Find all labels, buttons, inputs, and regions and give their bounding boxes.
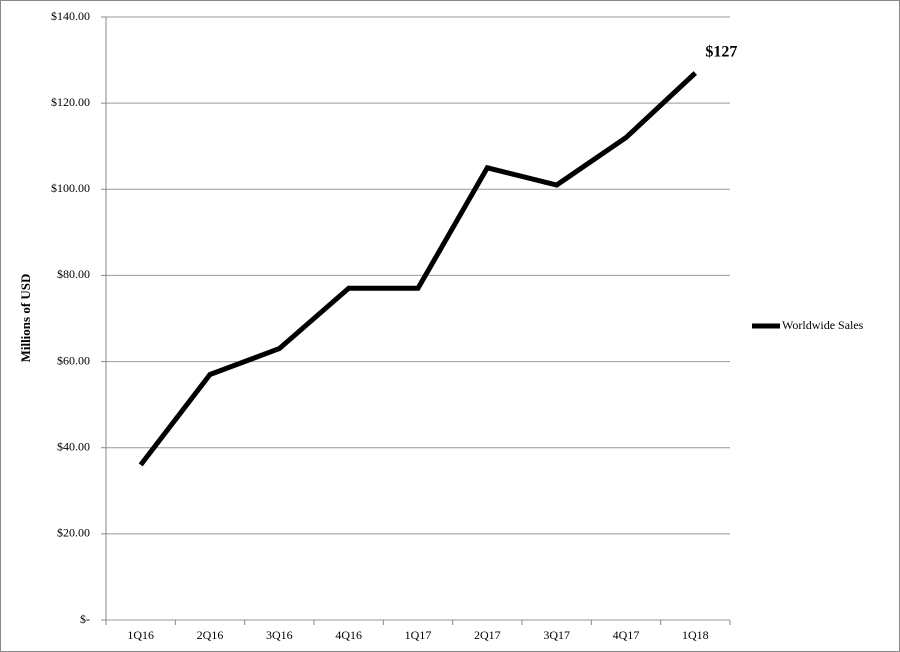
x-tick-label: 3Q16 xyxy=(266,628,293,642)
x-tick-label: 1Q18 xyxy=(682,628,709,642)
x-tick-label: 1Q16 xyxy=(127,628,154,642)
y-tick-label: $60.00 xyxy=(57,353,90,367)
x-tick-label: 4Q16 xyxy=(335,628,362,642)
x-tick-label: 2Q16 xyxy=(197,628,224,642)
y-tick-label: $20.00 xyxy=(57,526,90,540)
legend-label: Worldwide Sales xyxy=(782,318,864,332)
y-tick-label: $140.00 xyxy=(51,9,90,23)
y-tick-label: $120.00 xyxy=(51,95,90,109)
data-label: $127 xyxy=(705,44,737,61)
y-tick-label: $100.00 xyxy=(51,181,90,195)
y-tick-label: $40.00 xyxy=(57,439,90,453)
y-tick-label: $80.00 xyxy=(57,267,90,281)
x-tick-label: 1Q17 xyxy=(405,628,432,642)
y-tick-label: $- xyxy=(80,612,90,626)
y-axis-label: Millions of USD xyxy=(18,274,33,363)
x-tick-label: 3Q17 xyxy=(543,628,570,642)
x-tick-label: 4Q17 xyxy=(613,628,640,642)
line-series xyxy=(138,71,698,467)
x-tick-label: 2Q17 xyxy=(474,628,501,642)
